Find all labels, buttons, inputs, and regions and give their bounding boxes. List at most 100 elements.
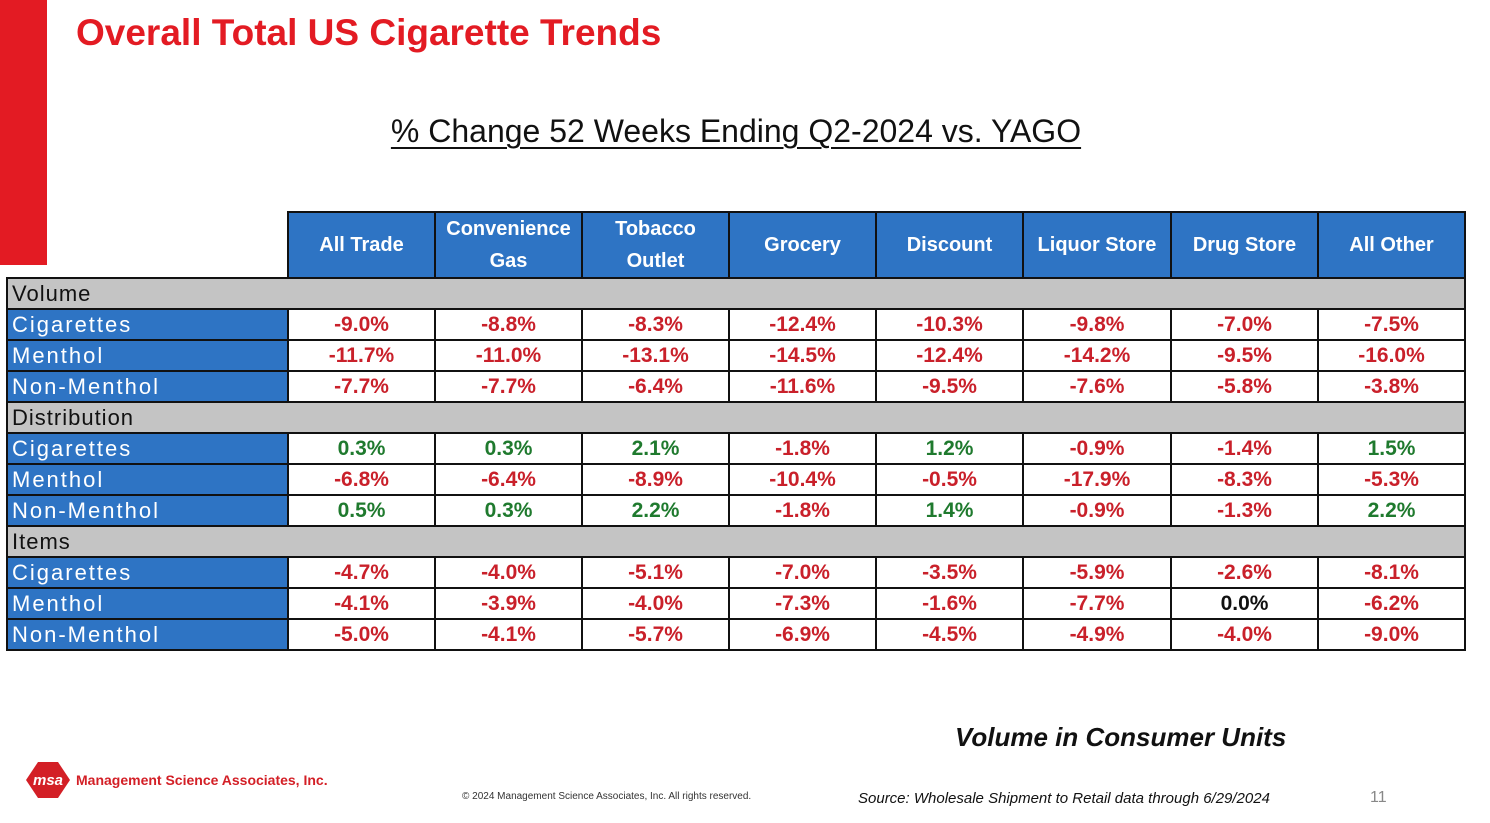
value-cell: -5.9% <box>1022 556 1172 589</box>
value-cell: 2.2% <box>1317 494 1466 527</box>
value-cell: -7.7% <box>434 370 583 403</box>
column-header: Tobacco Outlet <box>581 211 730 279</box>
value-cell: -6.4% <box>581 370 730 403</box>
value-cell: -11.0% <box>434 339 583 372</box>
value-cell: -12.4% <box>728 308 877 341</box>
value-cell: -10.4% <box>728 463 877 496</box>
value-cell: -9.5% <box>1170 339 1319 372</box>
value-cell: -9.0% <box>287 308 436 341</box>
value-cell: -14.2% <box>1022 339 1172 372</box>
copyright-notice: © 2024 Management Science Associates, In… <box>462 791 752 802</box>
value-cell: -17.9% <box>1022 463 1172 496</box>
value-cell: -7.3% <box>728 587 877 620</box>
source-note: Source: Wholesale Shipment to Retail dat… <box>858 790 1270 807</box>
accent-bar <box>0 0 47 265</box>
value-cell: -4.0% <box>581 587 730 620</box>
value-cell: -16.0% <box>1317 339 1466 372</box>
svg-text:msa: msa <box>33 772 63 789</box>
value-cell: -7.7% <box>1022 587 1172 620</box>
table-row: Cigarettes -9.0% -8.8% -8.3% -12.4% -10.3% -9.… <box>6 308 1466 341</box>
corner-cell <box>7 212 288 278</box>
table-subtitle: % Change 52 Weeks Ending Q2-2024 vs. YAG… <box>390 113 1082 149</box>
value-cell: -3.9% <box>434 587 583 620</box>
value-cell: -9.8% <box>1022 308 1172 341</box>
value-cell: -7.0% <box>1170 308 1319 341</box>
value-cell: -11.7% <box>287 339 436 372</box>
value-cell: -7.6% <box>1022 370 1172 403</box>
value-cell: 1.5% <box>1317 432 1466 465</box>
value-cell: -6.4% <box>434 463 583 496</box>
section-row: Distribution <box>6 401 1466 434</box>
section-row: Items <box>6 525 1466 558</box>
value-cell: -6.9% <box>728 618 877 651</box>
trends-table: All Trade Convenience Gas Tobacco Outlet G… <box>6 211 1466 651</box>
column-header: Drug Store <box>1170 211 1319 279</box>
value-cell: -1.8% <box>728 432 877 465</box>
value-cell: -6.2% <box>1317 587 1466 620</box>
column-header: Convenience Gas <box>434 211 583 279</box>
value-cell: -7.0% <box>728 556 877 589</box>
value-cell: -1.8% <box>728 494 877 527</box>
value-cell: -5.8% <box>1170 370 1319 403</box>
value-cell: -4.0% <box>434 556 583 589</box>
value-cell: -14.5% <box>728 339 877 372</box>
value-cell: -6.8% <box>287 463 436 496</box>
value-cell: 2.1% <box>581 432 730 465</box>
value-cell: -5.1% <box>581 556 730 589</box>
table-row: Menthol -6.8% -6.4% -8.9% -10.4% -0.5% -17.9% -… <box>6 463 1466 496</box>
table-row: Non-Menthol -7.7% -7.7% -6.4% -11.6% -9.5% -7.… <box>6 370 1466 403</box>
table-row: Cigarettes -4.7% -4.0% -5.1% -7.0% -3.5% -5.9%… <box>6 556 1466 589</box>
value-cell: -4.5% <box>875 618 1024 651</box>
row-label: Menthol <box>6 339 289 372</box>
value-cell: -8.8% <box>434 308 583 341</box>
row-label: Non-Menthol <box>6 618 289 651</box>
value-cell: -12.4% <box>875 339 1024 372</box>
value-cell: -8.3% <box>581 308 730 341</box>
value-cell: -5.7% <box>581 618 730 651</box>
table-row: Non-Menthol -5.0% -4.1% -5.7% -6.9% -4.5% -4.9… <box>6 618 1466 651</box>
value-cell: 0.3% <box>287 432 436 465</box>
value-cell: -1.3% <box>1170 494 1319 527</box>
value-cell: 2.2% <box>581 494 730 527</box>
value-cell: 1.4% <box>875 494 1024 527</box>
row-label: Cigarettes <box>6 432 289 465</box>
value-cell: 1.2% <box>875 432 1024 465</box>
table-row: Menthol -11.7% -11.0% -13.1% -14.5% -12.4% -14… <box>6 339 1466 372</box>
column-header: Grocery <box>728 211 877 279</box>
column-header: Liquor Store <box>1022 211 1172 279</box>
value-cell: -0.5% <box>875 463 1024 496</box>
value-cell: -4.7% <box>287 556 436 589</box>
value-cell: -3.8% <box>1317 370 1466 403</box>
value-cell: 0.3% <box>434 432 583 465</box>
value-cell: 0.0% <box>1170 587 1319 620</box>
column-header: All Other <box>1317 211 1466 279</box>
table-row: Menthol -4.1% -3.9% -4.0% -7.3% -1.6% -7.7% 0.0… <box>6 587 1466 620</box>
row-label: Non-Menthol <box>6 370 289 403</box>
value-cell: 0.5% <box>287 494 436 527</box>
value-cell: -2.6% <box>1170 556 1319 589</box>
row-label: Menthol <box>6 587 289 620</box>
value-cell: -7.5% <box>1317 308 1466 341</box>
value-cell: -1.6% <box>875 587 1024 620</box>
row-label: Cigarettes <box>6 556 289 589</box>
page-title: Overall Total US Cigarette Trends <box>76 12 662 53</box>
value-cell: 0.3% <box>434 494 583 527</box>
value-cell: -7.7% <box>287 370 436 403</box>
value-cell: -3.5% <box>875 556 1024 589</box>
value-cell: -5.0% <box>287 618 436 651</box>
page-number: 11 <box>1370 789 1387 806</box>
company-name: Management Science Associates, Inc. <box>76 772 328 788</box>
row-label: Non-Menthol <box>6 494 289 527</box>
value-cell: -4.1% <box>434 618 583 651</box>
company-logo: msa Management Science Associates, Inc. <box>24 760 328 800</box>
section-label: Items <box>6 525 1466 558</box>
column-header: Discount <box>875 211 1024 279</box>
table-row: Cigarettes 0.3% 0.3% 2.1% -1.8% 1.2% -0.9% -1.4… <box>6 432 1466 465</box>
msa-logo-icon: msa <box>24 760 74 800</box>
value-cell: -10.3% <box>875 308 1024 341</box>
value-cell: -9.0% <box>1317 618 1466 651</box>
header-row: All Trade Convenience Gas Tobacco Outlet G… <box>7 211 1466 279</box>
table-body: Volume Cigarettes -9.0% -8.8% -8.3% -12.4% -10… <box>6 277 1466 651</box>
value-cell: -1.4% <box>1170 432 1319 465</box>
value-cell: -4.1% <box>287 587 436 620</box>
